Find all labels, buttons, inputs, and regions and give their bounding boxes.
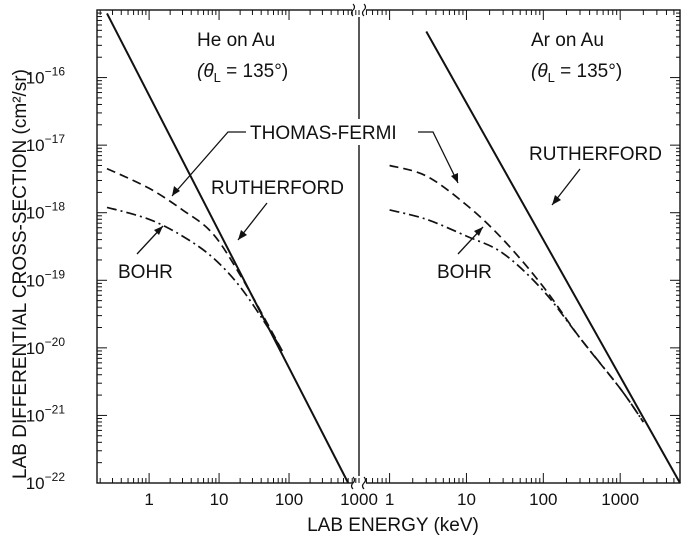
plot-frame [96,9,681,484]
x-tick-label: 1 [385,490,394,509]
series-rutherford-panel1 [106,12,350,484]
panel1-title: He on Au [197,30,275,51]
series-bohr-panel1 [106,206,284,352]
y-tick-label: 10−19 [26,267,66,290]
series-layer [106,12,681,484]
x-tick-label: 100 [529,490,557,509]
x-axis-label: LAB ENERGY (keV) [307,515,479,536]
series-thomas-fermi-panel2 [389,164,645,423]
x-tick-label: 1000 [340,490,378,509]
y-tick-label: 10−21 [26,402,66,425]
svg-text:BOHR: BOHR [118,262,173,283]
y-tick-label: 10−20 [26,335,66,358]
y-tick-label: 10−22 [26,470,66,493]
annotation-bohr-right: BOHR [437,226,492,283]
svg-text:RUTHERFORD: RUTHERFORD [211,178,344,199]
svg-text:THOMAS-FERMI: THOMAS-FERMI [250,123,397,144]
x-tick-label: 1 [144,490,153,509]
y-tick-label: 10−17 [26,132,66,155]
y-tick-label: 10−18 [26,200,66,223]
tick-layer: 10−22 10−21 10−20 10−19 10−18 10−17 10−16 1 10 10… [26,10,681,509]
annotation-rutherford-right: RUTHERFORD [529,144,662,206]
annotation-thomas-fermi: THOMAS-FERMI [171,119,459,197]
y-axis-label: LAB DIFFERENTIAL CROSS-SECTION (cm²/sr) [10,69,31,479]
annotation-bohr-left: BOHR [118,225,173,283]
series-rutherford-panel2 [425,31,681,484]
x-tick-label: 100 [275,490,303,509]
x-tick-label: 10 [457,490,476,509]
x-tick-label: 10 [210,490,229,509]
panel2-title: Ar on Au [531,30,604,51]
panel2-angle: (θL = 135°) [531,61,622,85]
panel1-angle: (θL = 135°) [197,61,288,85]
series-bohr-panel2 [389,209,645,423]
x-tick-label: 1000 [601,490,639,509]
svg-text:BOHR: BOHR [437,262,492,283]
svg-text:RUTHERFORD: RUTHERFORD [529,144,662,165]
series-thomas-fermi-panel1 [106,167,284,352]
annotation-rutherford-left: RUTHERFORD [211,178,344,241]
y-tick-label: 10−16 [26,65,66,88]
